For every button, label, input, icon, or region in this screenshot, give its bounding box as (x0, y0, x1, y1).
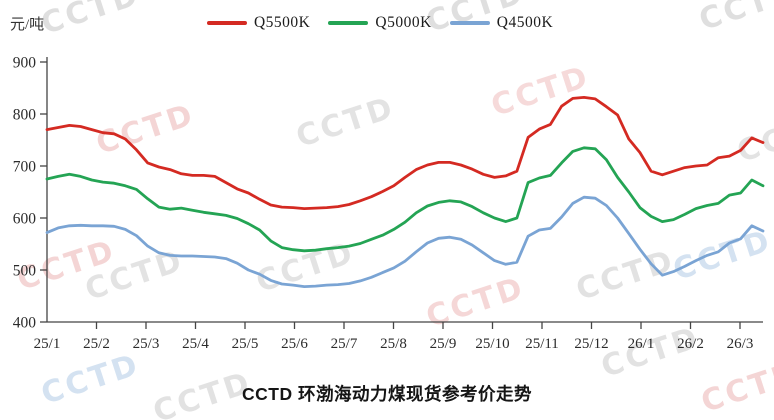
y-axis-unit-label: 元/吨 (10, 17, 45, 33)
legend-line-swatch-q5500k (206, 21, 247, 25)
x-tick-label: 25/11 (525, 336, 559, 352)
x-tick-label: 25/8 (380, 336, 407, 352)
x-tick-label: 25/9 (430, 336, 457, 352)
y-tick-label: 700 (13, 159, 37, 176)
legend-label: Q5000K (375, 14, 432, 31)
chart-title: CCTD 环渤海动力煤现货参考价走势 (242, 384, 532, 404)
legend-label: Q5500K (253, 14, 311, 31)
y-tick-label: 800 (13, 107, 37, 124)
legend-item-q4500k: Q4500K (449, 14, 554, 32)
x-tick-label: 25/12 (574, 336, 608, 352)
x-tick-label: 25/3 (133, 336, 160, 352)
x-tick-label: 25/4 (182, 336, 209, 352)
y-tick-label: 600 (13, 211, 37, 228)
x-tick-label: 25/6 (281, 336, 308, 352)
x-tick-label: 26/1 (628, 336, 655, 352)
x-tick-label: 26/2 (677, 336, 704, 352)
x-tick-label: 25/5 (232, 336, 259, 352)
x-tick-label: 26/3 (727, 336, 754, 352)
legend-item-q5000k: Q5000K (328, 14, 431, 32)
x-tick-label: 25/1 (34, 336, 61, 352)
x-tick-label: 25/10 (475, 336, 509, 352)
y-tick-label: 900 (13, 55, 37, 72)
series-line-q5500k (45, 96, 765, 211)
chart-legend: Q5500K Q5000K Q4500K (206, 14, 554, 32)
y-tick-label: 500 (13, 263, 37, 280)
legend-item-q5500k: Q5500K (206, 14, 311, 32)
legend-line-swatch-q5000k (328, 21, 369, 25)
legend-line-swatch-q4500k (449, 21, 490, 25)
y-tick-label: 400 (13, 315, 37, 332)
x-tick-label: 25/2 (83, 336, 110, 352)
legend-label: Q4500K (496, 14, 554, 31)
x-tick-label: 25/7 (331, 336, 358, 352)
series-line-q5000k (45, 146, 765, 253)
series-line-q4500k (45, 195, 765, 289)
